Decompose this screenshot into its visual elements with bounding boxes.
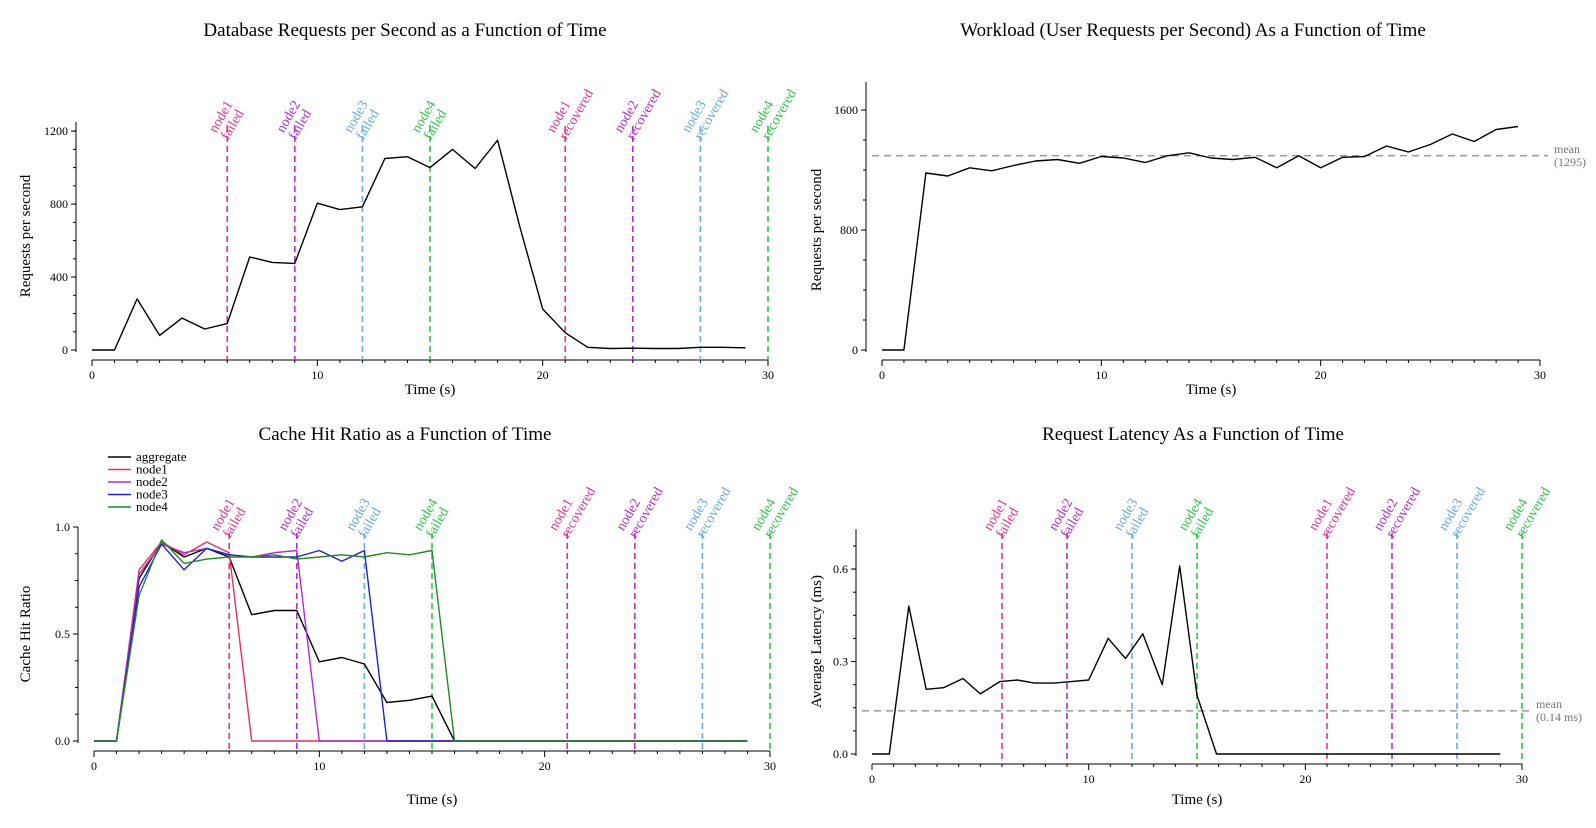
db-chart: Database Requests per Second as a Functi… — [18, 20, 800, 398]
chart-title: Request Latency As a Function of Time — [1042, 424, 1344, 445]
series-line-aggregate — [92, 139, 746, 351]
x-tick-label: 30 — [1534, 368, 1546, 382]
series-line-aggregate — [872, 565, 1501, 755]
legend-label: node2 — [136, 474, 168, 489]
x-tick-label: 20 — [539, 759, 551, 773]
legend-label: node4 — [136, 499, 168, 514]
series-line-node4 — [94, 539, 748, 742]
mean-label: mean — [1536, 697, 1562, 711]
latency-chart: Request Latency As a Function of Time 0 10… — [809, 424, 1582, 808]
x-tick-label: 20 — [537, 368, 549, 382]
cache-chart: Cache Hit Ratio as a Function of Time 0 10… — [18, 424, 802, 808]
x-tick-label: 0 — [89, 368, 95, 382]
workload-chart: Workload (User Requests per Second) As a… — [809, 20, 1586, 398]
mean-label: (0.14 ms) — [1536, 710, 1582, 724]
x-tick-label: 10 — [311, 368, 323, 382]
series-line-node1 — [94, 541, 748, 742]
chart-title: Cache Hit Ratio as a Function of Time — [259, 424, 552, 445]
legend-label: node3 — [136, 487, 168, 502]
legend-label: node1 — [136, 462, 168, 477]
y-tick-label: 0.3 — [833, 655, 848, 669]
x-tick-label: 10 — [313, 759, 325, 773]
x-tick-label: 30 — [1516, 772, 1528, 786]
x-tick-label: 30 — [762, 368, 774, 382]
y-tick-label: 0 — [62, 343, 68, 357]
x-axis-label: Time (s) — [1172, 792, 1223, 808]
x-tick-label: 20 — [1299, 772, 1311, 786]
y-tick-label: 800 — [840, 223, 858, 237]
y-tick-label: 1600 — [834, 103, 858, 117]
y-tick-label: 0.0 — [55, 734, 70, 748]
x-tick-label: 0 — [869, 772, 875, 786]
x-axis-label: Time (s) — [405, 382, 456, 398]
x-axis-label: Time (s) — [1186, 382, 1237, 398]
mean-label: mean — [1554, 142, 1580, 156]
y-tick-label: 0 — [852, 343, 858, 357]
x-axis-label: Time (s) — [407, 792, 458, 808]
y-tick-label: 1.0 — [55, 520, 70, 534]
x-tick-label: 10 — [1095, 368, 1107, 382]
y-axis-label: Requests per second — [809, 168, 825, 291]
series-line-aggregate — [882, 125, 1519, 351]
y-tick-label: 800 — [50, 197, 68, 211]
mean-label: (1295) — [1554, 155, 1586, 169]
chart-title: Workload (User Requests per Second) As a… — [960, 20, 1426, 41]
x-tick-label: 30 — [764, 759, 776, 773]
y-tick-label: 400 — [50, 270, 68, 284]
y-axis-label: Cache Hit Ratio — [18, 586, 34, 683]
y-tick-label: 1200 — [44, 124, 68, 138]
series-line-aggregate — [94, 541, 748, 742]
series-line-node3 — [94, 543, 748, 742]
x-tick-label: 0 — [879, 368, 885, 382]
x-tick-label: 0 — [91, 759, 97, 773]
y-axis-label: Requests per second — [18, 174, 34, 297]
legend-label: aggregate — [136, 449, 187, 464]
y-tick-label: 0.6 — [833, 562, 848, 576]
chart-title: Database Requests per Second as a Functi… — [203, 20, 606, 41]
x-tick-label: 20 — [1315, 368, 1327, 382]
y-tick-label: 0.0 — [833, 747, 848, 761]
series-line-node2 — [94, 543, 748, 742]
y-tick-label: 0.5 — [55, 627, 70, 641]
y-axis-label: Average Latency (ms) — [809, 575, 825, 708]
x-tick-label: 10 — [1083, 772, 1095, 786]
